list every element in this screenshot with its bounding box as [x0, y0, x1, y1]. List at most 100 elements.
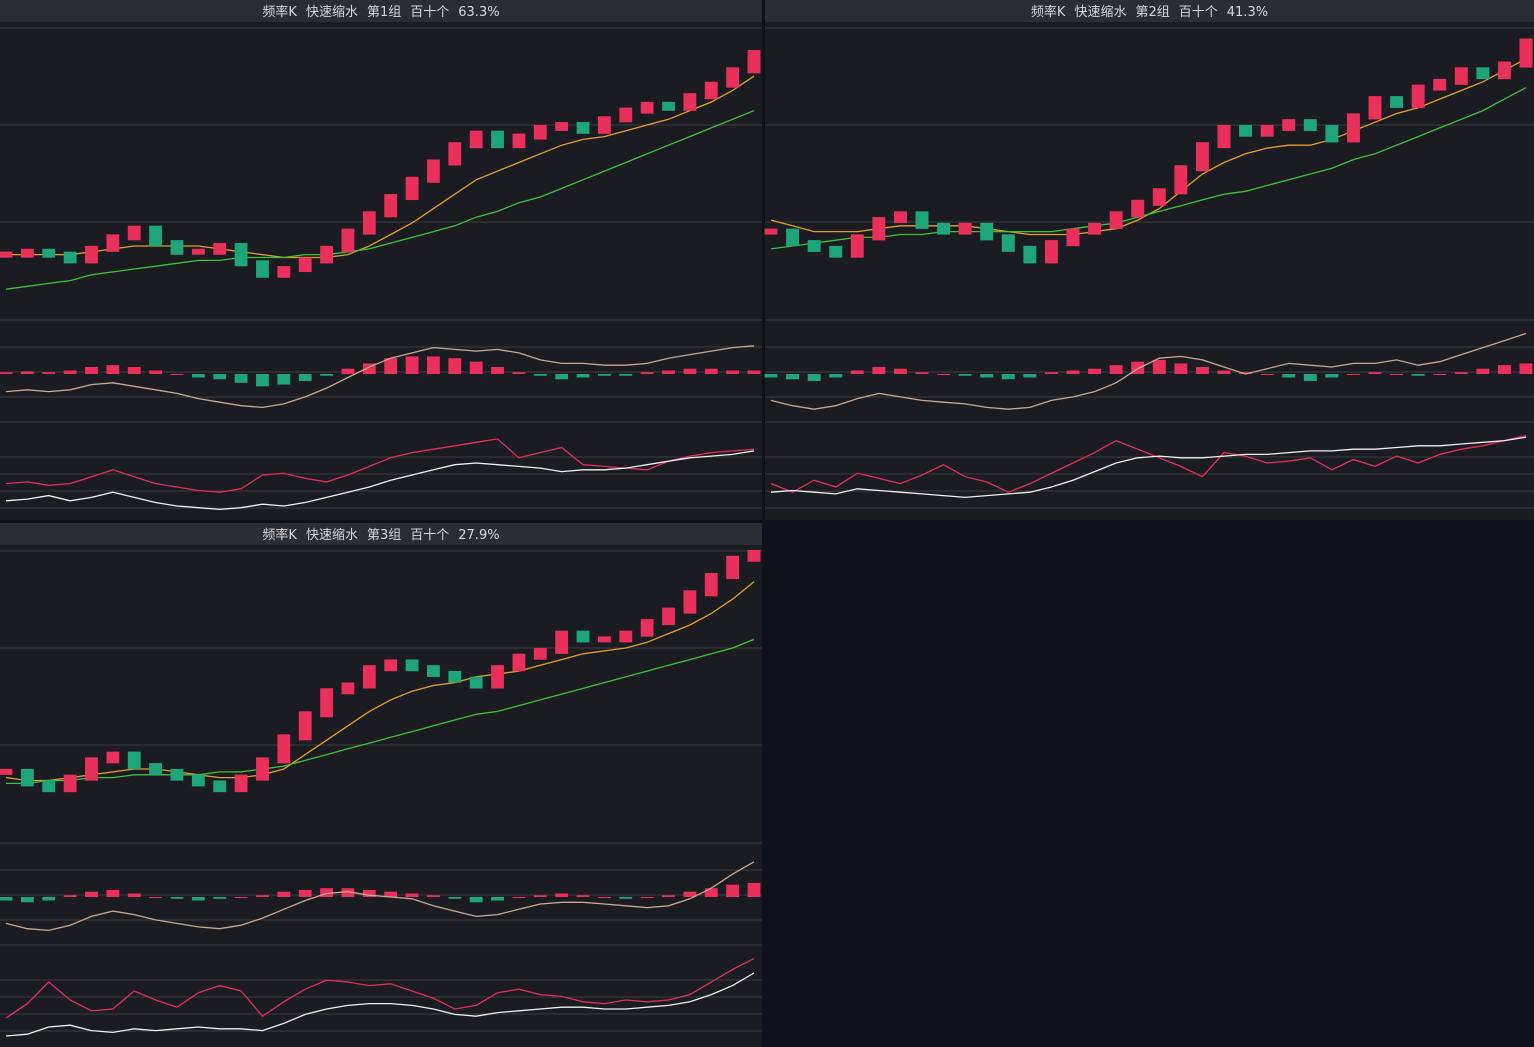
- candle: [1411, 84, 1425, 108]
- candle: [747, 50, 761, 74]
- ma-line: [5, 581, 755, 782]
- title-part: 百十个: [410, 5, 449, 20]
- candle: [1476, 67, 1490, 80]
- candle: [915, 211, 929, 229]
- macd-bar: [149, 897, 163, 898]
- candle: [1303, 119, 1317, 131]
- candle: [469, 130, 483, 149]
- macd-bar: [320, 374, 333, 376]
- macd-bar: [277, 891, 291, 897]
- macd-bar: [747, 370, 761, 374]
- candle: [533, 647, 547, 660]
- macd-bar: [170, 897, 184, 899]
- title-part: 频率K: [262, 4, 297, 20]
- candle: [1325, 124, 1339, 143]
- dif-line: [770, 332, 1527, 410]
- macd-bar: [405, 356, 419, 374]
- candle: [469, 676, 483, 689]
- candle: [1239, 124, 1253, 137]
- macd-bar: [1239, 372, 1253, 374]
- macd-bar: [405, 893, 419, 897]
- candle: [149, 763, 163, 775]
- candle: [576, 630, 590, 643]
- candle: [1260, 124, 1274, 137]
- macd-bar: [234, 897, 248, 898]
- dif-line: [5, 345, 755, 409]
- macd-bar: [533, 374, 547, 376]
- title-part: 百十个: [1179, 5, 1218, 20]
- macd-bar: [683, 368, 697, 374]
- macd-bar: [893, 368, 907, 374]
- candle: [448, 142, 462, 166]
- ma-line: [6, 75, 755, 259]
- macd-bar: [469, 361, 483, 374]
- macd-bar: [1044, 372, 1058, 374]
- macd-bar: [1519, 363, 1533, 374]
- candle: [980, 222, 994, 241]
- title-part: 第3组: [367, 528, 401, 543]
- title-bar: [0, 523, 762, 545]
- macd-bar: [786, 374, 800, 380]
- candle: [127, 751, 141, 770]
- macd-bar: [298, 374, 312, 382]
- macd-bar: [555, 893, 569, 897]
- macd-bar: [234, 374, 248, 383]
- macd-bar: [640, 372, 654, 374]
- panel: [765, 0, 1534, 520]
- candle: [42, 248, 56, 258]
- ma-line: [770, 87, 1527, 250]
- candle: [277, 266, 291, 278]
- candle: [256, 757, 269, 781]
- candle: [341, 682, 355, 695]
- candle: [1346, 113, 1360, 143]
- macd-bar: [1001, 374, 1015, 380]
- kdj-line: [5, 958, 755, 1019]
- macd-bar: [20, 897, 34, 903]
- candle: [747, 550, 761, 562]
- kdj-line: [5, 972, 755, 1037]
- macd-bar: [1152, 359, 1166, 374]
- candle: [1519, 38, 1533, 68]
- candle: [726, 67, 740, 88]
- macd-bar: [191, 897, 205, 901]
- candle: [63, 251, 77, 264]
- macd-bar: [850, 370, 864, 374]
- macd-bar: [384, 891, 398, 897]
- kdj-line: [770, 434, 1527, 493]
- candle: [662, 607, 675, 626]
- macd-bar: [619, 374, 633, 376]
- macd-bar: [1433, 374, 1447, 375]
- macd-bar: [106, 889, 120, 897]
- macd-bar: [42, 372, 56, 374]
- candle: [20, 248, 34, 258]
- macd-bar: [1325, 374, 1339, 378]
- candle: [958, 222, 972, 235]
- macd-bar: [85, 366, 98, 374]
- macd-bar: [980, 374, 994, 378]
- candle: [427, 665, 440, 677]
- candle: [1044, 240, 1058, 264]
- macd-bar: [1109, 365, 1123, 374]
- candle: [786, 228, 800, 247]
- macd-bar: [764, 374, 778, 378]
- macd-bar: [1174, 363, 1188, 374]
- macd-bar: [1195, 366, 1209, 374]
- macd-bar: [512, 372, 526, 374]
- candle: [1001, 234, 1015, 252]
- macd-bar: [704, 368, 718, 374]
- macd-bar: [683, 891, 697, 897]
- candle: [1023, 245, 1037, 264]
- macd-bar: [63, 895, 77, 897]
- macd-bar: [127, 366, 141, 374]
- panel-title: 频率K 快速缩水 第1组 百十个 63.3%: [262, 4, 499, 20]
- title-part: 快速缩水: [306, 527, 358, 543]
- candle: [640, 619, 654, 637]
- macd-bar: [63, 370, 77, 374]
- panel: [0, 523, 762, 1047]
- macd-bar: [576, 374, 590, 378]
- macd-bar: [1390, 374, 1404, 375]
- candle: [1131, 199, 1145, 218]
- macd-bar: [597, 897, 611, 898]
- macd-bar: [469, 897, 483, 903]
